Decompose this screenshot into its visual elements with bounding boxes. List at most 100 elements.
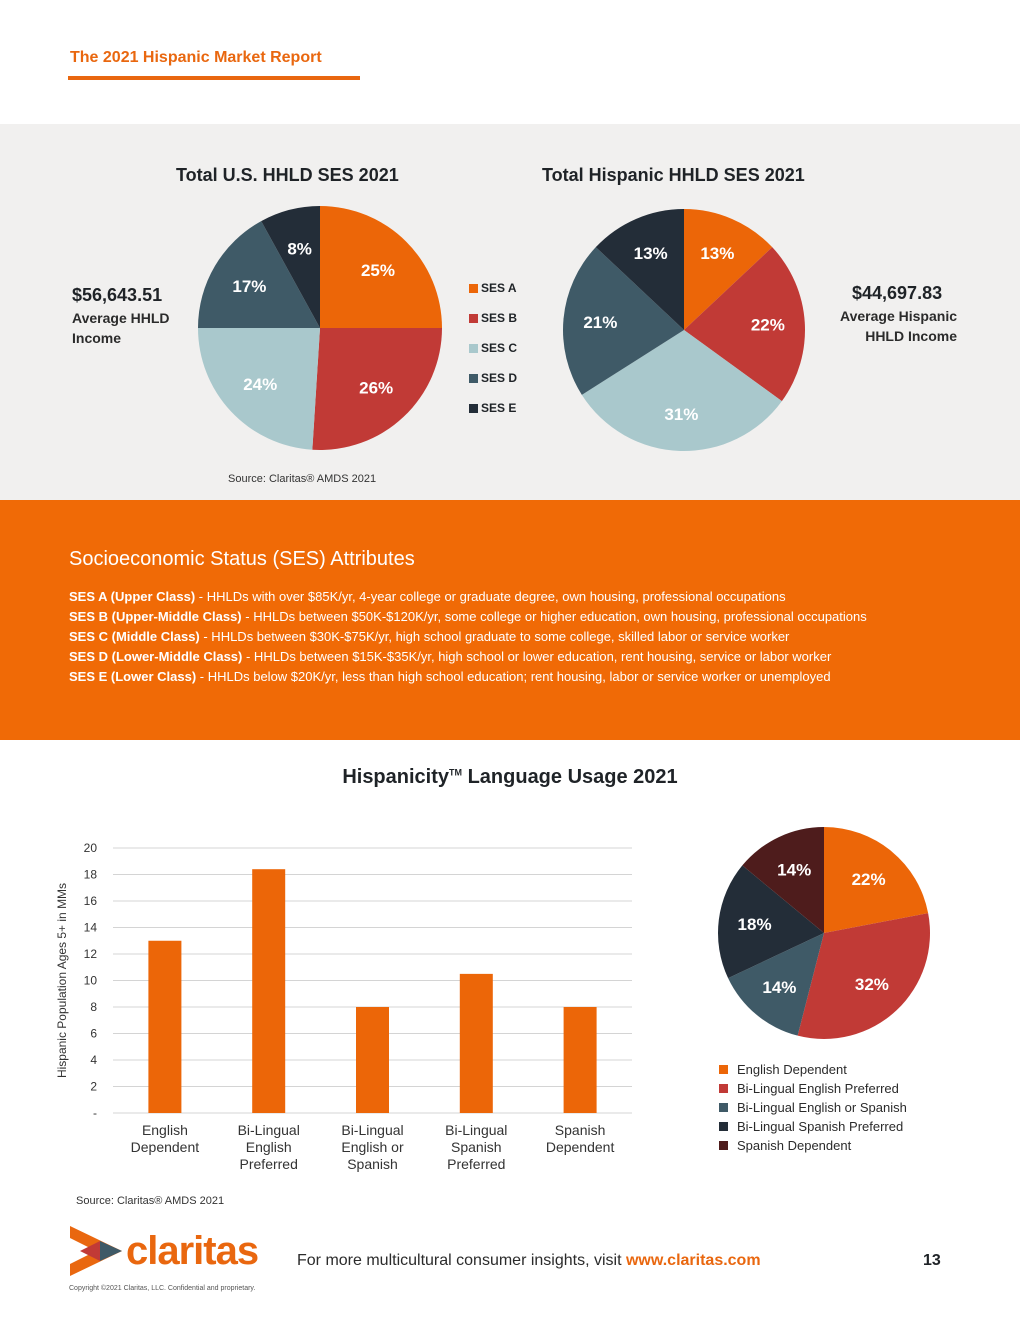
ses-legend-item: SES C: [469, 333, 517, 363]
pie-slice-ses-c: [198, 328, 320, 450]
language-title-main: Hispanicity: [342, 766, 450, 788]
pie-slice-english-dependent: [824, 827, 929, 933]
ses-legend-label: SES B: [481, 311, 518, 325]
pie-value-label: 22%: [751, 316, 785, 335]
ses-attribute-name: SES B (Upper-Middle Class): [69, 609, 242, 624]
ses-attribute-item: SES D (Lower-Middle Class) - HHLDs betwe…: [69, 647, 1009, 667]
x-category-label: Bi-Lingual: [238, 1122, 300, 1138]
language-legend-item: Spanish Dependent: [719, 1136, 907, 1155]
language-legend-item: Bi-Lingual English or Spanish: [719, 1098, 907, 1117]
us-income-label: Average HHLD Income: [72, 308, 170, 348]
x-category-label: Dependent: [546, 1139, 615, 1155]
bilingual-english-or-spanish-swatch: [719, 1103, 728, 1112]
ses-legend-label: SES A: [481, 281, 517, 295]
ses-legend-item: SES A: [469, 273, 517, 303]
x-category-label: English: [246, 1139, 292, 1155]
y-tick-label: 12: [84, 947, 98, 961]
y-tick-label: 2: [90, 1080, 97, 1094]
ses-legend-label: SES C: [481, 341, 518, 355]
language-source-note: Source: Claritas® AMDS 2021: [76, 1195, 225, 1207]
ses-attributes-list: SES A (Upper Class) - HHLDs with over $8…: [69, 587, 1009, 687]
pie-slice-ses-a: [684, 209, 773, 330]
ses-attributes-heading: Socioeconomic Status (SES) Attributes: [69, 548, 415, 570]
x-category-label: Preferred: [447, 1156, 505, 1172]
report-title: The 2021 Hispanic Market Report: [70, 49, 322, 66]
pie-value-label: 21%: [583, 313, 617, 332]
hispanic-income-label: Average Hispanic HHLD Income: [824, 306, 957, 346]
ses-source-note: Source: Claritas® AMDS 2021: [228, 473, 377, 485]
ses-attributes-panel: [0, 500, 1020, 740]
claritas-wordmark: claritas: [126, 1228, 259, 1273]
pie-slice-ses-b: [684, 247, 805, 402]
ses-attribute-desc: - HHLDs between $50K-$120K/yr, some coll…: [241, 609, 867, 624]
claritas-logo-mark-icon: [70, 1226, 122, 1276]
ses-legend: SES A SES B SES C SES D SES E: [469, 273, 517, 423]
y-tick-label: 4: [90, 1053, 97, 1067]
ses-attribute-name: SES A (Upper Class): [69, 589, 196, 604]
spanish-dependent-swatch: [719, 1141, 728, 1150]
us-pie-title: Total U.S. HHLD SES 2021: [176, 165, 399, 185]
language-legend-item: English Dependent: [719, 1060, 907, 1079]
hispanic-pie-title: Total Hispanic HHLD SES 2021: [542, 165, 805, 185]
footer-cta-text: For more multicultural consumer insights…: [297, 1252, 626, 1269]
ses-attribute-item: SES A (Upper Class) - HHLDs with over $8…: [69, 587, 1009, 607]
language-title-rest: Language Usage 2021: [462, 766, 678, 788]
language-legend-label: Bi-Lingual Spanish Preferred: [737, 1119, 904, 1134]
language-usage-pie-chart: 22% 32% 14% 18% 14%: [718, 827, 930, 1039]
us-income-label-line2: Income: [72, 330, 122, 346]
bar: [356, 1007, 389, 1113]
pie-value-label: 14%: [777, 861, 811, 880]
y-tick-label: 10: [84, 974, 98, 988]
y-tick-label: 6: [90, 1027, 97, 1041]
claritas-website-link[interactable]: www.claritas.com: [625, 1252, 761, 1269]
pie-value-label: 18%: [738, 915, 772, 934]
language-usage-title: HispanicityTM Language Usage 2021: [0, 766, 1020, 789]
claritas-logo: claritas: [70, 1226, 259, 1276]
language-legend-item: Bi-Lingual Spanish Preferred: [719, 1117, 907, 1136]
pie-value-label: 31%: [664, 405, 698, 424]
page-number: 13: [923, 1252, 941, 1269]
pie-slice-ses-b: [312, 328, 442, 450]
ses-e-swatch: [469, 403, 478, 413]
bilingual-spanish-preferred-swatch: [719, 1122, 728, 1131]
y-tick-label: 8: [90, 1000, 97, 1014]
pie-slice-bi-lingual-english-preferred: [797, 913, 930, 1039]
y-tick-label: 20: [84, 841, 98, 855]
ses-legend-label: SES D: [481, 371, 518, 385]
pie-value-label: 24%: [243, 375, 277, 394]
ses-attribute-name: SES D (Lower-Middle Class): [69, 649, 243, 664]
bar: [252, 869, 286, 1113]
pie-value-label: 26%: [359, 379, 393, 398]
y-axis-label: Hispanic Population Ages 5+ in MMs: [55, 883, 69, 1078]
pie-slice-bi-lingual-spanish-preferred: [718, 865, 824, 979]
ses-legend-item: SES E: [469, 393, 517, 423]
pie-slice-ses-a: [320, 206, 442, 328]
pie-value-label: 8%: [287, 240, 312, 259]
y-tick-label: -: [93, 1106, 97, 1120]
bar: [459, 973, 493, 1113]
hispanic-income-value: $44,697.83: [852, 283, 943, 303]
pie-value-label: 14%: [762, 978, 796, 997]
ses-legend-item: SES D: [469, 363, 517, 393]
bar: [563, 1007, 597, 1113]
ses-attribute-item: SES E (Lower Class) - HHLDs below $20K/y…: [69, 667, 1009, 687]
language-legend-label: Bi-Lingual English or Spanish: [737, 1100, 907, 1115]
pie-slice-bi-lingual-english-or-spanish: [728, 933, 824, 1036]
x-category-label: Spanish: [451, 1139, 502, 1155]
trademark-mark: TM: [449, 767, 463, 778]
ses-attribute-item: SES B (Upper-Middle Class) - HHLDs betwe…: [69, 607, 1009, 627]
x-category-label: English or: [341, 1139, 404, 1155]
ses-attribute-desc: - HHLDs with over $85K/yr, 4-year colleg…: [195, 589, 786, 604]
language-legend: English Dependent Bi-Lingual English Pre…: [719, 1060, 907, 1155]
pie-value-label: 25%: [361, 261, 395, 280]
hispanic-income-label-line2: HHLD Income: [865, 328, 957, 344]
us-income-label-line1: Average HHLD: [72, 310, 170, 326]
x-category-label: Bi-Lingual: [445, 1122, 507, 1138]
ses-a-swatch: [469, 283, 478, 293]
x-category-label: Bi-Lingual: [341, 1122, 403, 1138]
pie-value-label: 13%: [700, 244, 734, 263]
ses-c-swatch: [469, 343, 478, 353]
ses-legend-item: SES B: [469, 303, 517, 333]
bilingual-english-preferred-swatch: [719, 1084, 728, 1093]
x-category-label: Spanish: [347, 1156, 398, 1172]
